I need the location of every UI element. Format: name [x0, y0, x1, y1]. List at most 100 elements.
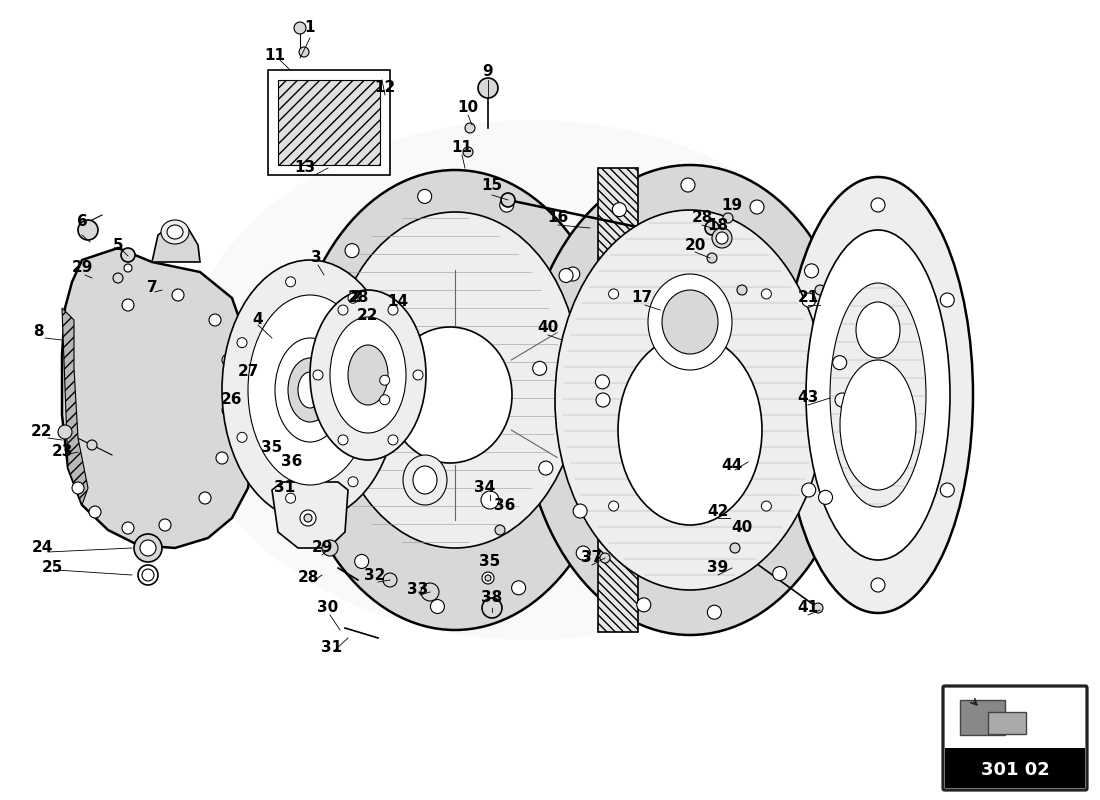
Text: 39: 39 [707, 561, 728, 575]
Ellipse shape [275, 338, 345, 442]
Circle shape [379, 375, 389, 386]
Circle shape [833, 356, 847, 370]
Ellipse shape [522, 165, 858, 635]
Circle shape [835, 393, 849, 407]
Text: 8: 8 [33, 325, 43, 339]
Ellipse shape [248, 295, 372, 485]
Ellipse shape [330, 317, 406, 433]
Circle shape [813, 603, 823, 613]
Text: 5: 5 [112, 238, 123, 253]
Text: 12: 12 [374, 81, 396, 95]
Circle shape [87, 440, 97, 450]
Ellipse shape [662, 290, 718, 354]
Circle shape [772, 566, 786, 581]
Ellipse shape [388, 327, 512, 463]
Circle shape [142, 569, 154, 581]
Text: 2: 2 [351, 290, 362, 306]
Circle shape [383, 573, 397, 587]
Polygon shape [62, 248, 255, 548]
Circle shape [379, 394, 389, 405]
Circle shape [236, 432, 248, 442]
Circle shape [940, 293, 955, 307]
Circle shape [681, 178, 695, 192]
Text: 7: 7 [146, 281, 157, 295]
Circle shape [294, 22, 306, 34]
Text: 301 02: 301 02 [980, 761, 1049, 779]
Text: 13: 13 [295, 161, 316, 175]
Text: 33: 33 [407, 582, 429, 598]
Ellipse shape [310, 290, 426, 460]
Ellipse shape [330, 212, 580, 548]
Text: 19: 19 [722, 198, 742, 213]
Circle shape [314, 370, 323, 380]
Circle shape [573, 504, 587, 518]
Circle shape [78, 220, 98, 240]
Text: 36: 36 [494, 498, 516, 513]
Text: 28: 28 [348, 290, 369, 306]
Circle shape [495, 525, 505, 535]
Circle shape [750, 200, 764, 214]
Text: 40: 40 [732, 521, 752, 535]
Circle shape [596, 393, 611, 407]
Circle shape [124, 264, 132, 272]
Circle shape [485, 575, 491, 581]
Circle shape [500, 193, 515, 207]
Bar [960, 700, 1005, 735]
Circle shape [140, 540, 156, 556]
Text: 28: 28 [691, 210, 713, 226]
Circle shape [637, 598, 651, 612]
Text: 29: 29 [311, 541, 332, 555]
Circle shape [940, 483, 955, 497]
Circle shape [539, 461, 553, 475]
Circle shape [802, 293, 816, 307]
Text: 40: 40 [538, 321, 559, 335]
Text: 35: 35 [262, 441, 283, 455]
Text: 24: 24 [31, 541, 53, 555]
Text: 18: 18 [707, 218, 728, 233]
Ellipse shape [840, 360, 916, 490]
Circle shape [532, 362, 547, 375]
Text: 43: 43 [798, 390, 818, 406]
Text: 11: 11 [264, 47, 286, 62]
Circle shape [305, 344, 318, 358]
Circle shape [345, 244, 359, 258]
Circle shape [705, 221, 719, 235]
Circle shape [737, 285, 747, 295]
Ellipse shape [161, 220, 189, 244]
Ellipse shape [222, 260, 398, 520]
Circle shape [608, 501, 618, 511]
Text: 10: 10 [458, 101, 478, 115]
Circle shape [418, 190, 431, 203]
Circle shape [871, 198, 886, 212]
Circle shape [308, 459, 322, 474]
Ellipse shape [167, 225, 183, 239]
Circle shape [209, 314, 221, 326]
Circle shape [199, 492, 211, 504]
Circle shape [222, 404, 234, 416]
Circle shape [348, 477, 358, 486]
Circle shape [273, 160, 283, 170]
Circle shape [595, 375, 609, 389]
Circle shape [478, 78, 498, 98]
Ellipse shape [648, 274, 732, 370]
Polygon shape [272, 482, 348, 548]
Circle shape [871, 578, 886, 592]
Circle shape [761, 501, 771, 511]
Circle shape [134, 534, 162, 562]
Text: 26: 26 [221, 393, 243, 407]
Text: 6: 6 [77, 214, 87, 230]
Circle shape [375, 160, 385, 170]
Circle shape [322, 540, 338, 556]
Circle shape [421, 583, 439, 601]
Circle shape [89, 506, 101, 518]
Text: 42: 42 [707, 505, 728, 519]
Circle shape [481, 491, 499, 509]
Circle shape [430, 599, 444, 614]
Text: 41: 41 [798, 601, 818, 615]
Bar [945, 748, 1085, 788]
Circle shape [613, 202, 626, 217]
Ellipse shape [412, 466, 437, 494]
Ellipse shape [180, 120, 880, 640]
Text: 35: 35 [480, 554, 501, 570]
Circle shape [122, 299, 134, 311]
